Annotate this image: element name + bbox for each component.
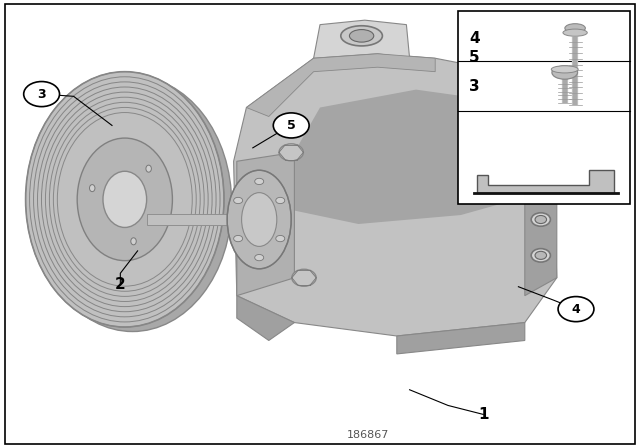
Text: 3: 3 [469, 79, 480, 94]
Bar [458, 11, 630, 204]
Circle shape [558, 297, 594, 322]
Ellipse shape [146, 165, 152, 172]
Ellipse shape [531, 213, 550, 226]
Ellipse shape [551, 66, 578, 73]
Polygon shape [237, 296, 294, 340]
Polygon shape [294, 90, 525, 224]
Text: 186867: 186867 [347, 430, 389, 440]
Polygon shape [477, 170, 614, 193]
Circle shape [273, 113, 309, 138]
Text: 3: 3 [37, 87, 46, 101]
Ellipse shape [535, 251, 547, 259]
Ellipse shape [565, 24, 586, 33]
Polygon shape [525, 188, 557, 296]
Text: 2: 2 [115, 277, 125, 292]
Ellipse shape [292, 269, 316, 286]
Ellipse shape [90, 185, 95, 192]
Polygon shape [397, 323, 525, 354]
Text: 5: 5 [287, 119, 296, 132]
Ellipse shape [77, 138, 172, 261]
Polygon shape [246, 54, 435, 116]
Ellipse shape [103, 171, 147, 228]
Ellipse shape [234, 236, 243, 242]
Ellipse shape [552, 66, 577, 79]
Circle shape [24, 82, 60, 107]
Ellipse shape [242, 193, 277, 246]
Polygon shape [314, 20, 410, 58]
Ellipse shape [276, 236, 285, 242]
Ellipse shape [563, 29, 588, 36]
Ellipse shape [227, 170, 291, 269]
Ellipse shape [531, 249, 550, 262]
Polygon shape [234, 54, 557, 336]
Ellipse shape [255, 254, 264, 261]
Ellipse shape [276, 198, 285, 203]
Text: 5: 5 [469, 50, 480, 65]
Ellipse shape [340, 26, 383, 46]
Text: 4: 4 [469, 30, 480, 46]
Ellipse shape [255, 178, 264, 185]
Ellipse shape [279, 144, 303, 161]
Ellipse shape [234, 198, 243, 203]
Text: 1: 1 [478, 407, 488, 422]
Ellipse shape [33, 76, 232, 332]
Polygon shape [237, 152, 294, 296]
Ellipse shape [131, 238, 136, 245]
Bar [147, 214, 259, 225]
Ellipse shape [535, 215, 547, 224]
Ellipse shape [26, 72, 224, 327]
Text: 4: 4 [572, 302, 580, 316]
Ellipse shape [349, 30, 374, 42]
